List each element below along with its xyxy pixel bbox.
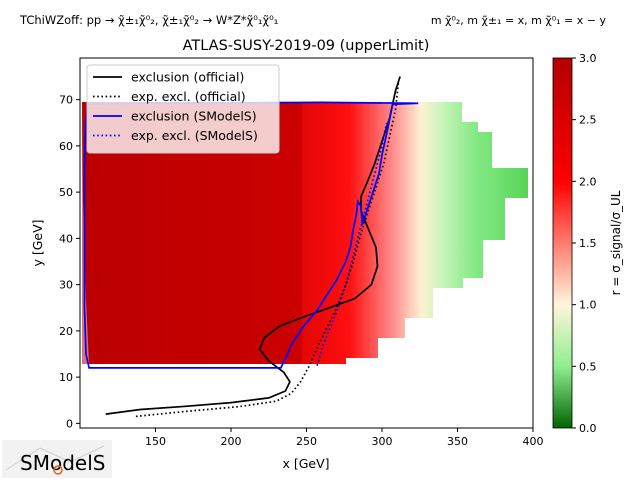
colorbar-tick-label: 2.5 bbox=[579, 114, 597, 127]
y-tick-label: 0 bbox=[66, 417, 73, 430]
heatmap bbox=[82, 102, 528, 364]
x-tick-label: 250 bbox=[296, 435, 317, 448]
y-axis-label: y [GeV] bbox=[30, 219, 45, 266]
x-tick-label: 150 bbox=[145, 435, 166, 448]
y-tick-label: 40 bbox=[59, 232, 73, 245]
x-tick-label: 350 bbox=[447, 435, 468, 448]
y-tick-label: 30 bbox=[59, 279, 73, 292]
legend-label: exclusion (SModelS) bbox=[131, 109, 257, 124]
x-tick-label: 400 bbox=[523, 435, 544, 448]
y-tick-label: 20 bbox=[59, 325, 73, 338]
legend-label: exp. excl. (official) bbox=[131, 89, 246, 104]
colorbar-tick-label: 2.0 bbox=[579, 175, 597, 188]
colorbar-tick-label: 1.5 bbox=[579, 237, 597, 250]
x-tick-label: 200 bbox=[221, 435, 242, 448]
colorbar: 0.0 0.5 1.0 1.5 2.0 2.5 3.0 r = σ_signal/σ_UL bbox=[552, 52, 623, 435]
logo-circle-icon bbox=[53, 465, 63, 475]
y-tick-label: 50 bbox=[59, 186, 73, 199]
colorbar-tick-label: 1.0 bbox=[579, 299, 597, 312]
colorbar-tick-label: 0.0 bbox=[579, 422, 597, 435]
legend: exclusion (official) exp. excl. (official… bbox=[86, 64, 280, 154]
mass-relation-label: m χ̃⁰₂, m χ̃±₁ = x, m χ̃⁰₁ = x − y bbox=[431, 14, 607, 27]
series-line-3 bbox=[316, 122, 388, 366]
x-tick-label: 300 bbox=[372, 435, 393, 448]
legend-label: exp. excl. (SModelS) bbox=[131, 128, 258, 143]
smodels-logo: SModelS bbox=[2, 440, 112, 478]
y-tick-label: 60 bbox=[59, 140, 73, 153]
logo-text: SModelS bbox=[20, 451, 105, 475]
x-axis-label: x [GeV] bbox=[282, 456, 329, 471]
legend-label: exclusion (official) bbox=[131, 70, 244, 85]
process-label: TChiWZoff: pp → χ̃±₁χ̃⁰₂, χ̃±₁χ̃⁰₂ → W*Z… bbox=[19, 13, 278, 27]
colorbar-tick-label: 0.5 bbox=[579, 360, 597, 373]
colorbar-label: r = σ_signal/σ_UL bbox=[609, 190, 623, 295]
chart-title: ATLAS-SUSY-2019-09 (upperLimit) bbox=[183, 38, 430, 54]
series-line-2 bbox=[83, 101, 419, 369]
colorbar-tick-label: 3.0 bbox=[579, 52, 597, 65]
y-tick-label: 70 bbox=[59, 94, 73, 107]
y-tick-label: 10 bbox=[59, 371, 73, 384]
series-line-0 bbox=[105, 76, 401, 415]
